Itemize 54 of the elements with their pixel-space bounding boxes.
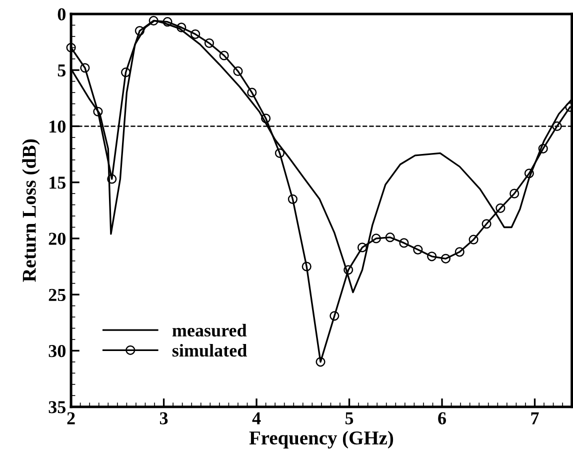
legend-label: measured [172,324,247,337]
x-tick-label: 2 [67,412,75,424]
point [552,121,562,132]
x-tick-label: 4 [252,412,261,424]
legend-label: simulated [172,344,247,357]
point [274,148,285,158]
point [66,42,76,52]
point [162,17,172,27]
point [344,265,354,275]
y-tick-label: 35 [48,401,66,414]
point [427,252,437,262]
point [385,232,395,242]
point [107,174,117,184]
point [80,63,90,73]
x-tick-label: 3 [160,412,168,424]
point [204,38,214,48]
point [357,242,368,252]
point [468,234,478,244]
x-tick-label: 7 [531,412,539,424]
point [399,238,409,248]
y-axis-title: Return Loss (dB) [22,139,40,282]
point [120,68,131,78]
point [330,311,340,321]
point [316,357,326,367]
y-tick-label: 30 [48,344,66,358]
point [176,22,186,32]
point [233,66,243,76]
y-tick-label: 20 [48,232,66,245]
point [538,144,548,154]
y-tick-label: 5 [58,64,66,77]
point [261,114,271,124]
point [148,16,158,26]
point [454,247,464,257]
point [302,262,312,272]
y-tick-label: 25 [48,288,66,302]
y-tick-label: 0 [58,8,66,20]
point [93,106,103,116]
y-tick-label: 10 [50,120,66,133]
point [219,50,229,60]
point [288,194,298,204]
point [371,234,381,244]
y-tick-label: 15 [50,176,66,189]
point [510,188,520,198]
point [440,254,451,264]
point [247,88,257,98]
x-axis-title: Frequency (GHz) [249,430,394,449]
point [190,29,200,39]
point [413,244,423,254]
point [524,168,534,178]
point [482,219,492,229]
x-tick-label: 5 [345,412,354,424]
point [134,26,144,36]
x-tick-label: 6 [438,412,446,424]
point [496,203,506,213]
